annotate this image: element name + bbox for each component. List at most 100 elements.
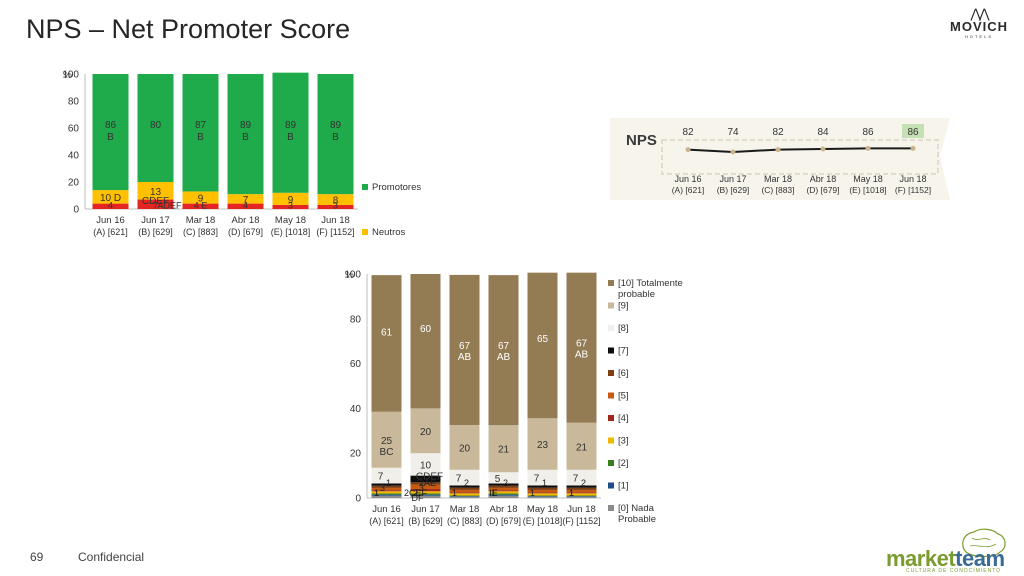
bar-segment — [566, 272, 597, 423]
sig-label: ADEF — [157, 201, 182, 211]
bar-segment — [449, 274, 480, 425]
marketteam-logo-sub: CULTURA DE CONOCIMIENTO — [906, 568, 1002, 574]
x-tick-sublabel: (B) [629] — [138, 227, 173, 237]
nps-point — [775, 147, 781, 153]
sig-label: B — [107, 132, 114, 143]
data-label: 3 — [333, 201, 338, 211]
chart-promoters-stacked: % 0 20 40 60 80 100 Jun 16(A) [621] Jun 17(B) [6… — [62, 70, 421, 239]
data-label: 61 — [381, 328, 393, 339]
nps-x-label: Jun 17 — [719, 174, 746, 184]
legend-label: [10] Totalmente — [618, 278, 683, 289]
chart-likelihood-stacked: % 0 20 40 60 80 100 Jun 16(A) [621] Jun 17(B) [6… — [344, 270, 683, 527]
data-label: IE — [489, 488, 498, 498]
bar-segment — [566, 493, 597, 496]
bar-segment — [566, 496, 597, 498]
bar-segment — [527, 469, 558, 486]
legend-swatch — [608, 415, 614, 421]
bar-segment — [449, 489, 480, 493]
nps-card — [610, 118, 950, 200]
data-label: 7 — [573, 474, 579, 485]
nps-series-line — [687, 147, 913, 154]
nps-title: NPS — [626, 132, 657, 149]
data-label: 67 — [459, 341, 471, 352]
bar-segment — [410, 495, 441, 498]
data-label: 21 — [576, 442, 588, 453]
nps-x-label: Abr 18 — [810, 174, 837, 184]
data-label: 60 — [420, 324, 432, 335]
bar-segment — [449, 485, 480, 488]
bar-segment — [371, 485, 402, 488]
page-number: 69 — [30, 550, 44, 564]
bar-segment — [488, 485, 519, 488]
data-label: 8 — [333, 196, 339, 207]
data-label: 2 — [581, 478, 586, 488]
sig-label: B — [287, 132, 294, 143]
x-tick-sublabel: (B) [629] — [408, 516, 443, 526]
bar-segment — [488, 494, 519, 496]
bar-segment — [566, 487, 597, 490]
bar-segment — [449, 469, 480, 486]
marketteam-logo-a: market — [886, 546, 956, 571]
bar-segment — [488, 491, 519, 494]
data-label: 7 — [534, 474, 540, 485]
data-label: 3 — [419, 483, 424, 493]
nps-last-highlight — [902, 124, 924, 138]
bar-segment — [527, 418, 558, 470]
bar-segment — [566, 485, 597, 488]
x-tick-sublabel: (F) [1152] — [562, 516, 600, 526]
legend-swatch — [362, 184, 368, 190]
bar-segment — [227, 74, 264, 195]
nps-x-sublabel: (D) [679] — [806, 185, 839, 195]
page-title: NPS – Net Promoter Score — [26, 14, 351, 44]
y-tick-label: 40 — [68, 151, 80, 162]
bar-segment — [488, 483, 519, 486]
nps-x-label: Jun 18 — [899, 174, 926, 184]
data-label: 7 — [243, 195, 249, 206]
bar-segment — [410, 453, 441, 476]
data-label: 7 — [378, 472, 384, 483]
bar-segment — [566, 495, 597, 497]
data-label: 1 — [452, 488, 457, 498]
bar-segment — [410, 493, 441, 495]
x-tick-label: Jun 18 — [567, 504, 596, 515]
bar-segment — [410, 482, 441, 485]
data-label: 7 — [456, 474, 462, 485]
x-tick-sublabel: (E) [1018] — [523, 516, 563, 526]
legend-label: [4] — [618, 413, 629, 424]
bar-segment — [371, 493, 402, 495]
y-tick-label: 60 — [68, 124, 80, 135]
bar-segment — [527, 496, 558, 498]
y-tick-label: 80 — [68, 97, 80, 108]
bar-segment — [488, 490, 519, 492]
sig-label: AB — [458, 352, 472, 363]
bar-segment — [488, 495, 519, 498]
data-label: 1 — [569, 488, 574, 498]
sig-label: BC — [380, 447, 394, 458]
bar-segment — [371, 491, 402, 494]
nps-x-label: Mar 18 — [764, 174, 792, 184]
legend-label: Probable — [618, 514, 656, 525]
bar-segment — [527, 485, 558, 488]
nps-x-sublabel: (F) [1152] — [895, 185, 931, 195]
legend-label: [6] — [618, 368, 629, 379]
legend-swatch — [608, 280, 614, 286]
x-tick-sublabel: (A) [621] — [93, 227, 128, 237]
data-label: 2 — [413, 488, 418, 498]
nps-point — [910, 145, 916, 151]
x-tick-label: Jun 16 — [96, 215, 125, 226]
marketteam-logo: marketteam CULTURA DE CONOCIMIENTO — [880, 528, 1010, 574]
x-tick-label: Mar 18 — [186, 215, 216, 226]
bar-segment — [410, 475, 441, 483]
marketteam-logo-b: team — [955, 546, 1005, 571]
data-label: 1 — [386, 478, 391, 488]
legend-label: [3] — [618, 436, 629, 447]
y-tick-label: 0 — [73, 205, 79, 216]
bar-segment — [182, 203, 219, 209]
bar-segment — [371, 490, 402, 492]
nps-data-label: 86 — [907, 127, 919, 138]
bar-segment — [371, 411, 402, 468]
bar-segment — [527, 495, 558, 497]
bar-segment — [227, 203, 264, 209]
y-tick-label: 0 — [355, 494, 361, 505]
data-label: 2 — [503, 478, 508, 488]
